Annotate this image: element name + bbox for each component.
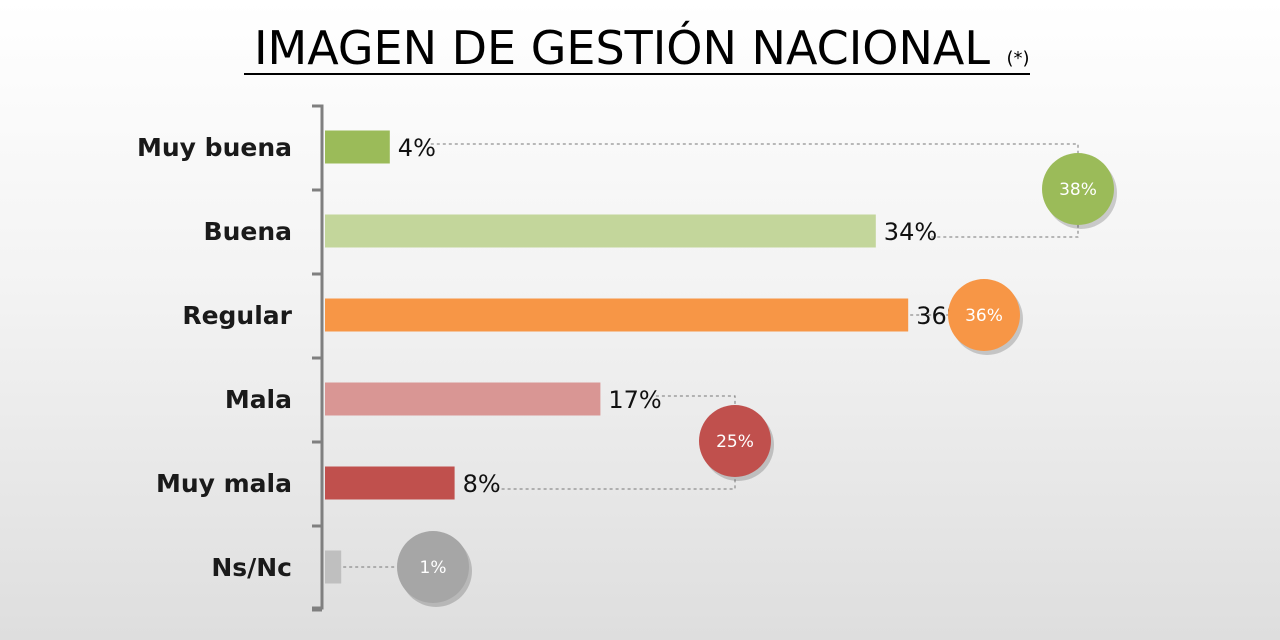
axis-ticks bbox=[312, 104, 322, 612]
leader-line bbox=[495, 477, 736, 490]
group-circle bbox=[397, 531, 469, 603]
group-label: 1% bbox=[420, 558, 447, 578]
bar-buena bbox=[325, 214, 876, 248]
leader-line bbox=[931, 225, 1079, 238]
leader-lines bbox=[343, 143, 1079, 568]
group-circle bbox=[699, 405, 771, 477]
category-label-ns-nc: Ns/Nc bbox=[211, 553, 292, 582]
category-label-buena: Buena bbox=[204, 217, 292, 246]
category-label-mala: Mala bbox=[225, 385, 292, 414]
chart-title-text: IMAGEN DE GESTIÓN NACIONAL bbox=[254, 21, 990, 75]
category-label-regular: Regular bbox=[182, 301, 292, 330]
group-label: 38% bbox=[1059, 180, 1097, 200]
group-label: 36% bbox=[965, 306, 1003, 326]
category-labels: Muy buena Buena Regular Mala Muy mala Ns/Nc bbox=[137, 133, 293, 582]
bar-ns-nc bbox=[325, 550, 342, 584]
chart-title-note: (*) bbox=[1006, 48, 1029, 69]
group-label: 25% bbox=[716, 432, 754, 452]
value-labels: 4%34%36%17%8% bbox=[398, 134, 970, 498]
group-circle bbox=[948, 279, 1020, 351]
category-label-muy-mala: Muy mala bbox=[156, 469, 292, 498]
leader-line bbox=[655, 395, 736, 405]
bar-muy-buena bbox=[325, 130, 390, 164]
value-label-buena: 34% bbox=[884, 218, 937, 246]
value-label-mala: 17% bbox=[608, 386, 661, 414]
value-label-muy-buena: 4% bbox=[398, 134, 436, 162]
bars bbox=[325, 130, 909, 584]
bar-regular bbox=[325, 298, 909, 332]
chart-title: IMAGEN DE GESTIÓN NACIONAL (*) bbox=[244, 21, 1030, 75]
value-label-muy-mala: 8% bbox=[463, 470, 501, 498]
bar-muy-mala bbox=[325, 466, 455, 500]
group-circles: 38% 36% 25% 1% bbox=[397, 153, 1117, 607]
category-label-muy-buena: Muy buena bbox=[137, 133, 292, 162]
group-circle bbox=[1042, 153, 1114, 225]
bar-mala bbox=[325, 382, 601, 416]
leader-line bbox=[430, 143, 1079, 153]
